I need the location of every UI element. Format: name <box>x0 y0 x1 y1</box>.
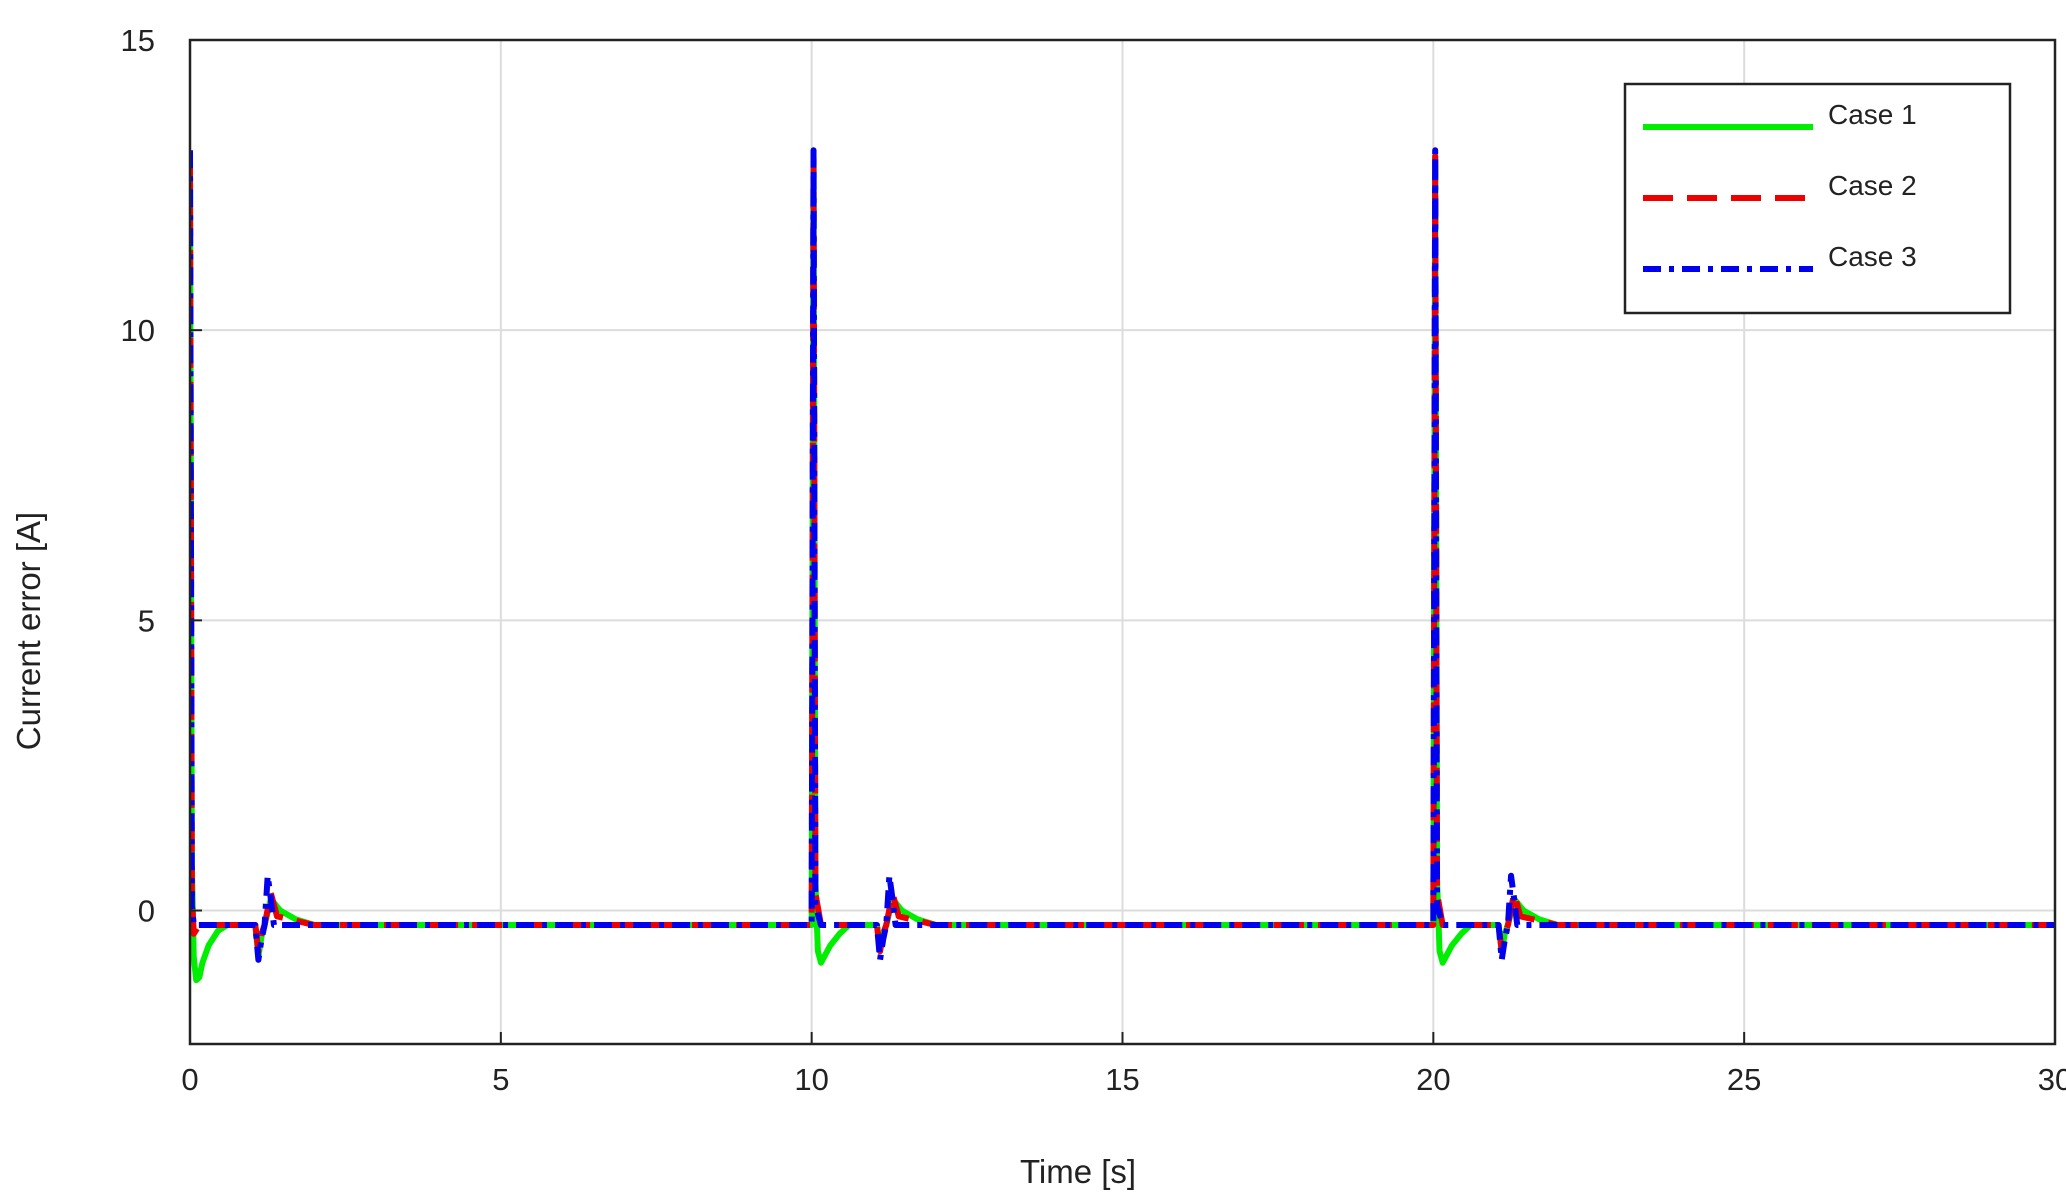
legend-label-case-2: Case 2 <box>1828 170 1917 201</box>
x-axis-label: Time [s] <box>1020 1153 1136 1190</box>
x-tick-label: 30 <box>2038 1062 2066 1097</box>
legend-label-case-3: Case 3 <box>1828 241 1917 272</box>
series-group <box>190 147 2055 984</box>
y-tick-label: 10 <box>121 313 155 348</box>
y-tick-label: 15 <box>121 23 155 58</box>
x-tick-label: 0 <box>181 1062 198 1097</box>
tick-labels: 0 5 10 15 20 25 30 0 5 10 15 <box>121 23 2066 1097</box>
x-tick-label: 25 <box>1727 1062 1761 1097</box>
y-tick-label: 5 <box>138 603 155 638</box>
x-tick-label: 10 <box>794 1062 828 1097</box>
legend: Case 1 Case 2 Case 3 <box>1623 82 2012 315</box>
y-axis-label: Current error [A] <box>10 512 47 750</box>
legend-box <box>1623 82 2012 315</box>
y-tick-label: 0 <box>138 894 155 929</box>
series-line-case-3 <box>190 147 2055 963</box>
legend-label-case-1: Case 1 <box>1828 99 1917 130</box>
x-tick-label: 15 <box>1105 1062 1139 1097</box>
x-tick-label: 20 <box>1416 1062 1450 1097</box>
x-tick-label: 5 <box>492 1062 509 1097</box>
